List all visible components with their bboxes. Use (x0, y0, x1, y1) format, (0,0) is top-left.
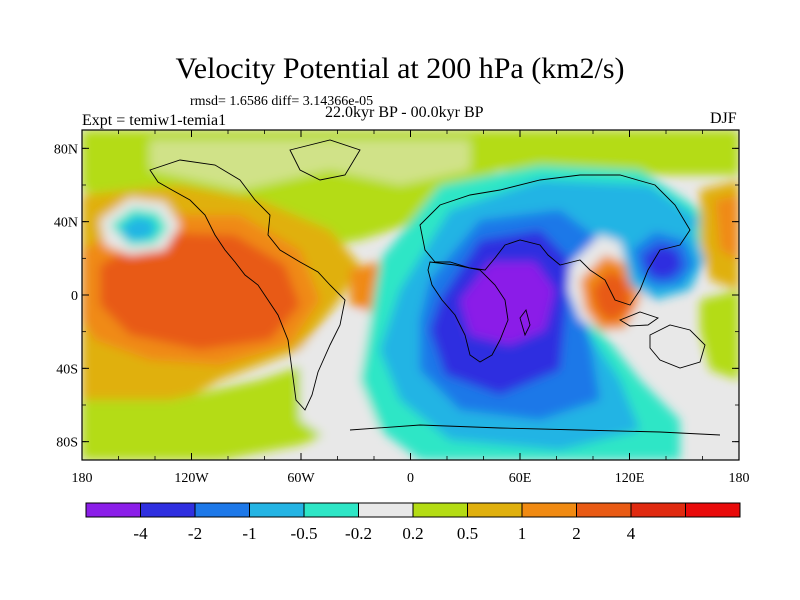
colorbar-swatch (576, 502, 632, 518)
colorbar-swatch (412, 502, 468, 518)
colorbar: -4 -2 -1 -0.5 -0.2 0.2 0.5 1 2 4 (85, 502, 741, 543)
colorbar-label: 4 (627, 524, 636, 543)
colorbar-swatch (194, 502, 250, 518)
colorbar-label: -1 (242, 524, 256, 543)
colorbar-label: -4 (133, 524, 148, 543)
colorbar-swatch (303, 502, 359, 518)
coastlines (149, 139, 721, 436)
colorbar-label: 1 (518, 524, 527, 543)
lat-tick-label: 40N (54, 216, 78, 231)
lon-tick-label: 180 (72, 471, 93, 486)
colorbar-swatch (85, 502, 141, 518)
contour-field (82, 130, 739, 460)
stats-text: rmsd= 1.6586 diff= 3.14366e-05 (190, 94, 374, 109)
colorbar-swatch (630, 502, 686, 518)
lon-tick-label: 0 (407, 471, 414, 486)
colorbar-label: -0.5 (291, 524, 318, 543)
colorbar-label: -0.2 (345, 524, 372, 543)
colorbar-swatch (249, 502, 305, 518)
lon-tick-label: 60W (287, 471, 315, 486)
colorbar-label: 2 (572, 524, 581, 543)
colorbar-swatch (358, 502, 414, 518)
period-label: 22.0kyr BP - 00.0kyr BP (325, 104, 484, 121)
lat-tick-label: 80N (54, 142, 78, 157)
lon-tick-label: 120W (174, 471, 209, 486)
colorbar-swatch (140, 502, 196, 518)
colorbar-label: -2 (188, 524, 202, 543)
axis-ticks (81, 130, 740, 460)
lat-tick-label: 40S (56, 362, 78, 377)
experiment-label: Expt = temiw1-temia1 (82, 112, 227, 129)
colorbar-swatch (685, 502, 741, 518)
lon-tick-label: 60E (509, 471, 532, 486)
axis-labels: 180 120W 60W 0 60E 120E 180 80N 40N 0 40S 80S (54, 142, 750, 486)
lat-tick-label: 0 (71, 289, 78, 304)
season-label: DJF (710, 110, 737, 127)
colorbar-label: 0.5 (457, 524, 478, 543)
colorbar-swatch (521, 502, 577, 518)
lon-tick-label: 180 (729, 471, 750, 486)
lon-tick-label: 120E (615, 471, 645, 486)
lat-tick-label: 80S (56, 436, 78, 451)
colorbar-label: 0.2 (402, 524, 423, 543)
colorbar-swatch (467, 502, 523, 518)
chart-title: Velocity Potential at 200 hPa (km2/s) (175, 52, 625, 85)
